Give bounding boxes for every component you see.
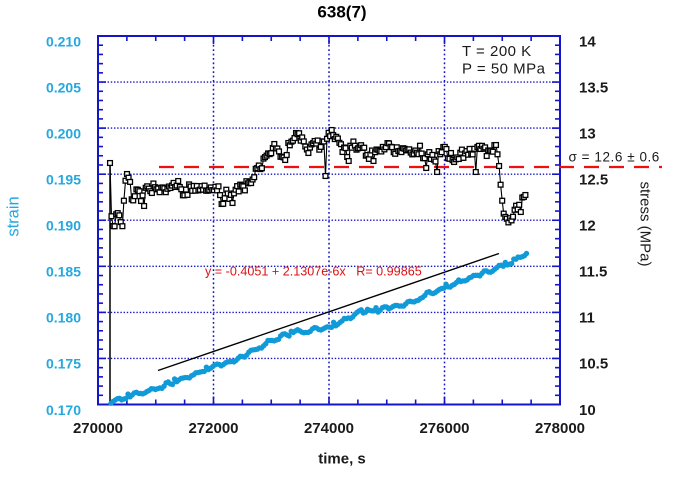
svg-text:0.185: 0.185 (46, 264, 81, 280)
svg-text:0.190: 0.190 (46, 218, 81, 234)
svg-text:12.5: 12.5 (579, 172, 608, 189)
svg-text:10.5: 10.5 (579, 356, 608, 373)
svg-text:11: 11 (579, 310, 595, 327)
svg-text:y = -0.4051 + 2.1307e-6x R=: y = -0.4051 + 2.1307e-6x R= 0.99865 (205, 265, 422, 279)
svg-text:0.195: 0.195 (46, 172, 81, 188)
svg-text:0.205: 0.205 (46, 79, 81, 95)
svg-text:stress (MPa): stress (MPa) (637, 181, 654, 266)
svg-text:13.5: 13.5 (579, 79, 608, 96)
svg-text:12: 12 (579, 218, 596, 235)
svg-text:0.175: 0.175 (46, 356, 81, 372)
svg-text:270000: 270000 (73, 420, 123, 437)
svg-text:278000: 278000 (535, 420, 585, 437)
svg-text:P = 50 MPa: P = 50 MPa (462, 61, 546, 78)
svg-text:σ = 12.6 ± 0.6: σ = 12.6 ± 0.6 (569, 150, 660, 165)
svg-text:14: 14 (579, 33, 596, 50)
svg-text:638(7): 638(7) (317, 3, 366, 22)
svg-text:T = 200 K: T = 200 K (462, 43, 532, 60)
svg-text:274000: 274000 (304, 420, 354, 437)
svg-text:0.210: 0.210 (46, 33, 81, 49)
svg-text:11.5: 11.5 (579, 264, 607, 281)
svg-text:13: 13 (579, 125, 596, 142)
svg-text:0.200: 0.200 (46, 125, 81, 141)
svg-text:276000: 276000 (419, 420, 469, 437)
svg-text:272000: 272000 (188, 420, 238, 437)
svg-text:time, s: time, s (318, 451, 366, 468)
svg-text:10: 10 (579, 402, 596, 419)
svg-text:strain: strain (5, 196, 23, 236)
svg-text:0.170: 0.170 (46, 402, 81, 418)
svg-text:0.180: 0.180 (46, 310, 81, 326)
